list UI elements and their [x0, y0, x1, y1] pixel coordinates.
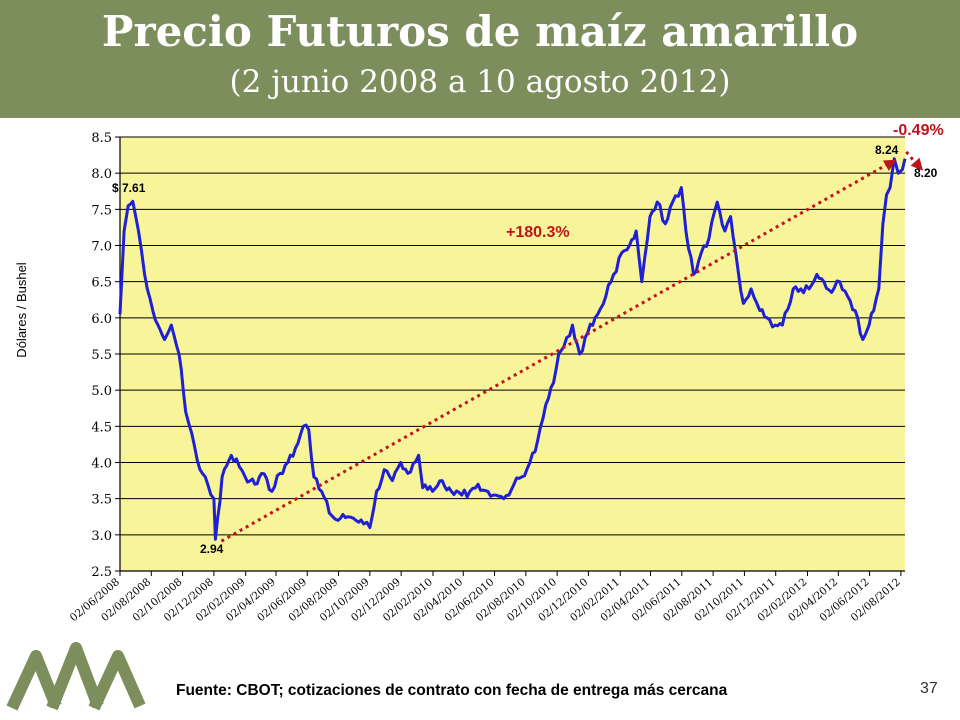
arrowhead-up-icon — [882, 159, 897, 171]
annotation-min-2008: 2.94 — [200, 542, 224, 556]
logo-mountains-icon — [6, 642, 146, 711]
y-tick-label: 6.5 — [91, 276, 112, 291]
arrowhead-down-icon — [910, 157, 923, 171]
page-title: Precio Futuros de maíz amarillo — [101, 7, 859, 56]
trend-arrow-down — [905, 150, 919, 166]
trend-arrow-up — [220, 162, 890, 543]
y-tick-labels: 2.5 3.0 3.5 4.0 4.5 5.0 5.5 6.0 6.5 7.0 7.5 8.0 8.5 — [91, 131, 120, 580]
annotation-max-2008: $ 7.61 — [112, 181, 146, 195]
annotation-last-value: 8.20 — [914, 166, 938, 180]
y-tick-label: 5.5 — [91, 348, 112, 363]
y-tick-label: 4.5 — [91, 420, 112, 435]
y-tick-label: 7.5 — [91, 203, 112, 218]
annotation-percent-down: -0.49% — [893, 122, 944, 139]
y-axis-label: Dólares / Bushel — [14, 262, 29, 357]
y-tick-label: 4.0 — [91, 457, 112, 472]
page-subtitle: (2 junio 2008 a 10 agosto 2012) — [229, 64, 731, 100]
x-tick-labels: 02/06/200802/08/200802/10/200802/12/2008… — [68, 571, 903, 624]
y-tick-label: 8.0 — [91, 167, 112, 182]
title-banner: Precio Futuros de maíz amarillo (2 junio… — [0, 0, 960, 118]
y-tick-label: 8.5 — [91, 131, 112, 146]
grid-lines — [120, 136, 905, 536]
page-number: 37 — [920, 680, 938, 697]
source-note: Fuente: CBOT; cotizaciones de contrato c… — [176, 682, 728, 699]
y-tick-label: 5.0 — [91, 384, 112, 399]
y-tick-label: 7.0 — [91, 240, 112, 255]
series-price-line — [118, 157, 907, 541]
y-tick-label: 3.5 — [91, 493, 112, 508]
y-tick-label: 6.0 — [91, 312, 112, 327]
annotation-percent-up: +180.3% — [506, 224, 570, 241]
annotation-max-2012: 8.24 — [875, 143, 899, 157]
corn-futures-chart: 2.53.03.54.04.55.05.56.06.57.07.58.08.5 … — [14, 122, 944, 624]
y-tick-label: 2.5 — [91, 565, 112, 580]
y-tick-label: 3.0 — [91, 529, 112, 544]
